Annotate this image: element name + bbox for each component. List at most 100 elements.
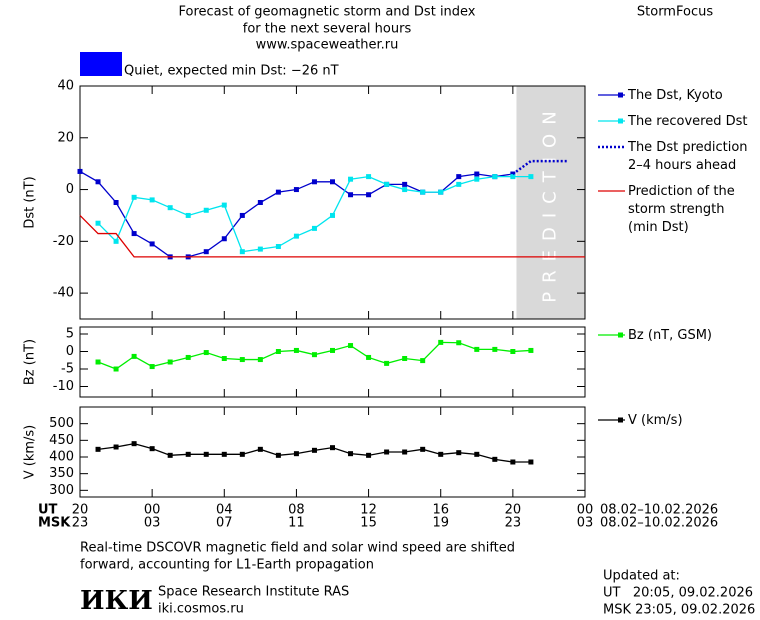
- y-tick-label: 0: [66, 182, 74, 197]
- x-tick-label: 20: [72, 503, 89, 518]
- data-point: [167, 452, 173, 458]
- y-tick-label: -20: [53, 234, 74, 249]
- x-tick-label: 00: [577, 503, 594, 518]
- y-tick-label: 40: [57, 79, 74, 94]
- prediction-zone: [516, 86, 585, 319]
- data-point: [510, 174, 516, 180]
- status-box: [80, 52, 122, 76]
- data-point: [438, 189, 444, 195]
- series-line: [79, 214, 585, 258]
- plot-frame: [79, 406, 586, 498]
- y-tick-label: 350: [49, 466, 74, 481]
- title-line: www.spaceweather.ru: [256, 38, 399, 53]
- y-tick-label: -40: [53, 286, 74, 301]
- y-tick-label: 20: [57, 130, 74, 145]
- data-point: [456, 450, 462, 456]
- data-point: [330, 179, 335, 185]
- data-point: [330, 347, 335, 353]
- data-point: [456, 181, 462, 187]
- data-point: [420, 189, 426, 195]
- status-label: Quiet, expected min Dst: −26 nT: [124, 64, 339, 79]
- y-tick-label: -10: [53, 379, 74, 394]
- updated-heading: Updated at:: [603, 569, 680, 584]
- data-point: [95, 359, 101, 365]
- x-axis-label: UT: [38, 503, 58, 518]
- legend-label: Bz (nT, GSM): [628, 328, 712, 343]
- data-point: [510, 349, 516, 354]
- note-line: Real-time DSCOVR magnetic field and sola…: [80, 541, 515, 556]
- x-tick-label: 00: [144, 503, 161, 518]
- x-tick-label: 20: [505, 503, 522, 518]
- data-point: [167, 205, 173, 211]
- data-point: [456, 174, 462, 180]
- brand: StormFocus: [637, 5, 713, 20]
- data-point: [366, 452, 372, 458]
- title-line: Forecast of geomagnetic storm and Dst in…: [178, 5, 475, 20]
- x2-tick-label: 07: [216, 516, 233, 531]
- y-tick-label: 500: [49, 416, 74, 431]
- data-point: [528, 347, 534, 353]
- y-tick-label: 0: [66, 344, 74, 359]
- data-point: [275, 189, 281, 195]
- plot-frame: [79, 85, 586, 320]
- y-axis-label: V (km/s): [23, 425, 38, 480]
- data-point: [113, 366, 119, 372]
- data-point: [492, 174, 498, 180]
- title-line: for the next several hours: [243, 22, 412, 37]
- data-point: [95, 220, 101, 226]
- legend-label: V (km/s): [628, 413, 683, 428]
- data-point: [95, 446, 101, 452]
- data-point: [293, 187, 299, 193]
- data-point: [402, 449, 408, 455]
- series-line: [97, 175, 531, 253]
- data-point: [293, 233, 299, 239]
- x2-tick-label: 11: [288, 516, 305, 531]
- legend-label: The Dst prediction 2–4 hours ahead: [627, 140, 748, 173]
- x2-tick-label: 03: [144, 516, 161, 531]
- series-line: [512, 159, 567, 176]
- data-point: [293, 347, 299, 353]
- data-point: [474, 346, 480, 352]
- legend-marker: [618, 417, 623, 423]
- x2-axis-label: MSK: [38, 516, 71, 531]
- data-point: [257, 357, 263, 363]
- x2-tick-label: 15: [360, 516, 377, 531]
- data-point: [402, 187, 408, 193]
- legend-label: The recovered Dst: [627, 114, 747, 129]
- data-point: [474, 171, 480, 177]
- data-point: [438, 339, 444, 345]
- y-tick-label: 300: [49, 483, 74, 498]
- data-point: [348, 451, 354, 457]
- y-axis-label: Dst (nT): [23, 176, 38, 228]
- data-point: [203, 350, 209, 356]
- data-point: [149, 364, 155, 370]
- y-tick-label: -5: [61, 362, 74, 377]
- data-point: [149, 446, 155, 452]
- site: iki.cosmos.ru: [158, 602, 244, 617]
- data-point: [239, 451, 245, 457]
- y-tick-label: 5: [66, 327, 74, 342]
- data-point: [131, 231, 137, 237]
- data-point: [366, 192, 372, 198]
- data-point: [348, 192, 354, 198]
- date-range: 08.02–10.02.2026: [600, 503, 718, 518]
- data-point: [492, 456, 498, 462]
- data-point: [366, 174, 372, 180]
- data-point: [113, 200, 119, 205]
- data-point: [275, 349, 281, 354]
- data-point: [275, 452, 281, 458]
- plot-frame: [79, 326, 586, 398]
- x-tick-label: 12: [360, 503, 377, 518]
- data-point: [113, 238, 119, 244]
- x-tick-label: 08: [288, 503, 305, 518]
- data-point: [221, 236, 227, 242]
- data-point: [402, 181, 408, 187]
- note-line: forward, accounting for L1-Earth propaga…: [80, 558, 374, 573]
- y-axis-label: Bz (nT): [23, 339, 38, 385]
- data-point: [456, 340, 462, 346]
- data-point: [510, 459, 516, 465]
- data-point: [203, 249, 209, 255]
- data-point: [366, 354, 372, 360]
- data-point: [149, 241, 155, 247]
